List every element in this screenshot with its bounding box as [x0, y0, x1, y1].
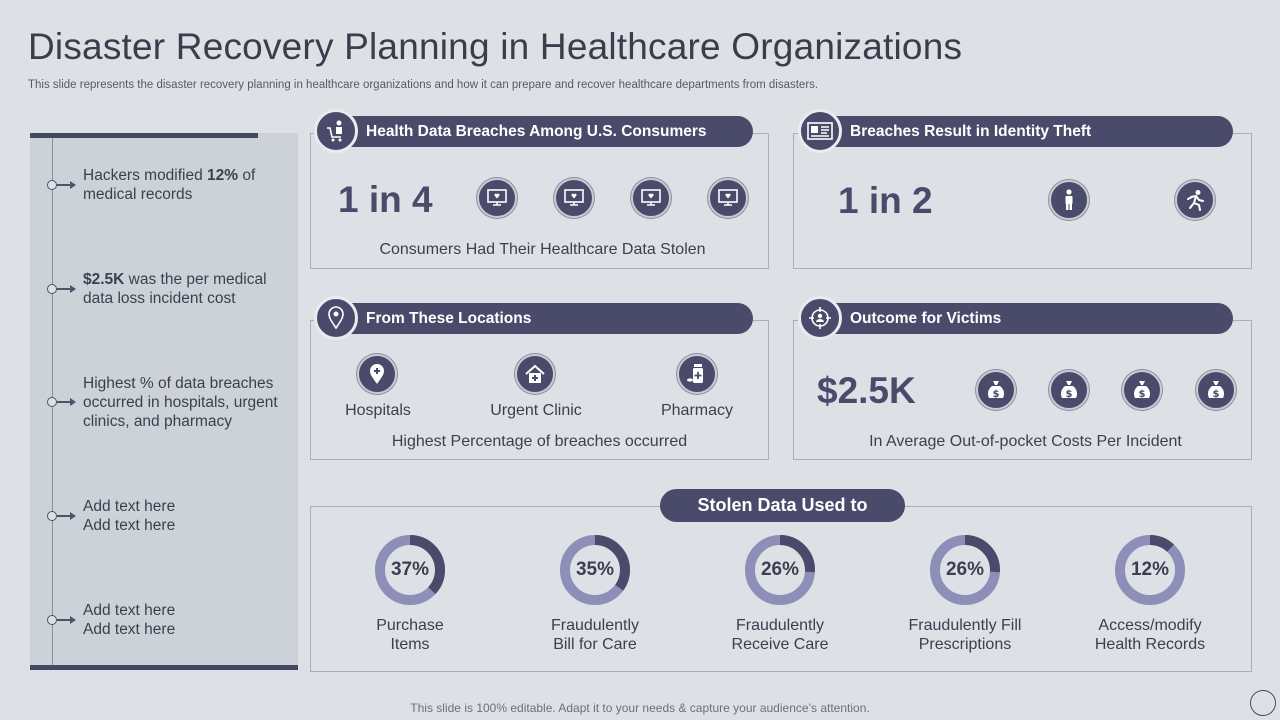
svg-text:$: $ [1066, 389, 1073, 400]
location-pin-icon [314, 296, 358, 340]
monitor-heart-icon [554, 178, 594, 218]
footer-note: This slide is 100% editable. Adapt it to… [410, 701, 870, 715]
breaches-stat: 1 in 4 [338, 179, 433, 220]
svg-text:$: $ [1139, 389, 1146, 400]
timeline-arrow-icon [47, 396, 87, 408]
person-icon [1049, 180, 1089, 220]
timeline-arrow-icon [47, 179, 87, 191]
donut-caption-line: Receive Care [731, 636, 829, 653]
donut-caption-line: Prescriptions [918, 636, 1012, 653]
identity-stat: 1 in 2 [838, 180, 933, 221]
donut-caption: Fraudulently Bill for Care [515, 616, 675, 654]
timeline-text: Highest % of data breaches occurred in h… [83, 375, 278, 430]
outcome-stat: $2.5K [817, 370, 916, 411]
donut-chart: 12% [1114, 534, 1186, 606]
donut-caption-line: Items [390, 636, 430, 653]
stolen-data-title: Stolen Data Used to [660, 489, 905, 522]
breaches-caption: Consumers Had Their Healthcare Data Stol… [379, 241, 706, 258]
target-person-icon [798, 296, 842, 340]
money-bag-icon: $ [1122, 370, 1162, 410]
donut-chart: 35% [559, 534, 631, 606]
timeline-text: $2.5K was the per medical data loss inci… [83, 271, 267, 307]
breaches-card-title: Health Data Breaches Among U.S. Consumer… [315, 116, 753, 147]
svg-text:$: $ [993, 389, 1000, 400]
corner-circle-icon [1250, 690, 1276, 716]
location-pharmacy: Pharmacy [660, 402, 734, 419]
location-hospitals: Hospitals [345, 402, 411, 419]
outcome-card-title: Outcome for Victims [799, 303, 1233, 334]
page-subtitle: This slide represents the disaster recov… [28, 79, 819, 91]
location-urgent-clinic: Urgent Clinic [490, 402, 582, 419]
identity-card-title: Breaches Result in Identity Theft [799, 116, 1233, 147]
donut-caption-line: Fraudulently [550, 617, 640, 634]
timeline-text: Add text here Add text here [83, 602, 176, 638]
donut-caption-line: Health Records [1094, 636, 1206, 653]
locations-caption: Highest Percentage of breaches occurred [391, 433, 688, 450]
donut-chart: 26% [929, 534, 1001, 606]
donut-caption-line: Access/modify [1098, 617, 1202, 634]
id-card-icon [798, 109, 842, 153]
donut-value-arc [1115, 535, 1185, 605]
money-bag-icon: $ [976, 370, 1016, 410]
timeline-bottom-bar [30, 665, 298, 670]
donut-percent: 26% [945, 559, 985, 580]
donut-caption-line: Fraudulently Fill [908, 617, 1022, 634]
donut-caption: Purchase Items [330, 616, 490, 654]
donut-percent: 37% [390, 559, 430, 580]
donut-percent: 12% [1130, 559, 1170, 580]
timeline-text: Add text here Add text here [83, 498, 176, 534]
svg-text:$: $ [1213, 389, 1220, 400]
money-bag-icon: $ [1049, 370, 1089, 410]
monitor-heart-icon [631, 178, 671, 218]
donut-value-arc [930, 535, 1000, 605]
donut-caption-line: Bill for Care [553, 636, 637, 653]
donut-percent: 26% [760, 559, 800, 580]
outcome-caption: In Average Out-of-pocket Costs Per Incid… [869, 433, 1182, 450]
donut-value-arc [375, 535, 445, 605]
donut-caption: Fraudulently Fill Prescriptions [885, 616, 1045, 654]
stolen-data-card [310, 506, 1252, 672]
donut-caption-line: Purchase [376, 617, 444, 634]
money-bag-icon: $ [1196, 370, 1236, 410]
timeline-arrow-icon [47, 283, 87, 295]
breaches-card [310, 133, 769, 269]
donut-caption: Access/modify Health Records [1070, 616, 1230, 654]
monitor-heart-icon [477, 178, 517, 218]
donut-chart: 37% [374, 534, 446, 606]
timeline-arrow-icon [47, 510, 87, 522]
donut-percent: 35% [575, 559, 615, 580]
monitor-heart-icon [708, 178, 748, 218]
pharmacy-bottle-icon [677, 354, 717, 394]
timeline-arrow-icon [47, 614, 87, 626]
timeline-text: Hackers modified 12% of medical records [83, 167, 256, 203]
shopping-cart-person-icon [314, 109, 358, 153]
donut-caption: Fraudulently Receive Care [700, 616, 860, 654]
donut-value-arc [560, 535, 630, 605]
timeline-top-bar [30, 133, 258, 138]
clinic-house-icon [515, 354, 555, 394]
page-title: Disaster Recovery Planning in Healthcare… [28, 26, 963, 67]
locations-card-title: From These Locations [315, 303, 753, 334]
hospital-pin-icon [357, 354, 397, 394]
thief-running-icon [1175, 180, 1215, 220]
donut-caption-line: Fraudulently [735, 617, 825, 634]
timeline-panel: Hackers modified 12% of medical records … [30, 133, 298, 670]
donut-chart: 26% [744, 534, 816, 606]
donut-value-arc [745, 535, 815, 605]
